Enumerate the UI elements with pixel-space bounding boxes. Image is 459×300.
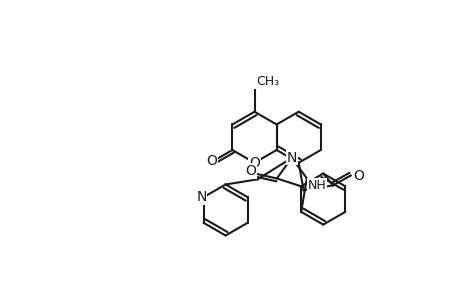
Text: O: O <box>353 169 363 182</box>
Text: N: N <box>286 151 297 165</box>
Text: CH₃: CH₃ <box>256 75 279 88</box>
Text: O: O <box>206 154 217 168</box>
Text: NH: NH <box>307 179 325 192</box>
Text: O: O <box>245 164 256 178</box>
Text: O: O <box>248 156 259 170</box>
Text: N: N <box>196 190 206 204</box>
